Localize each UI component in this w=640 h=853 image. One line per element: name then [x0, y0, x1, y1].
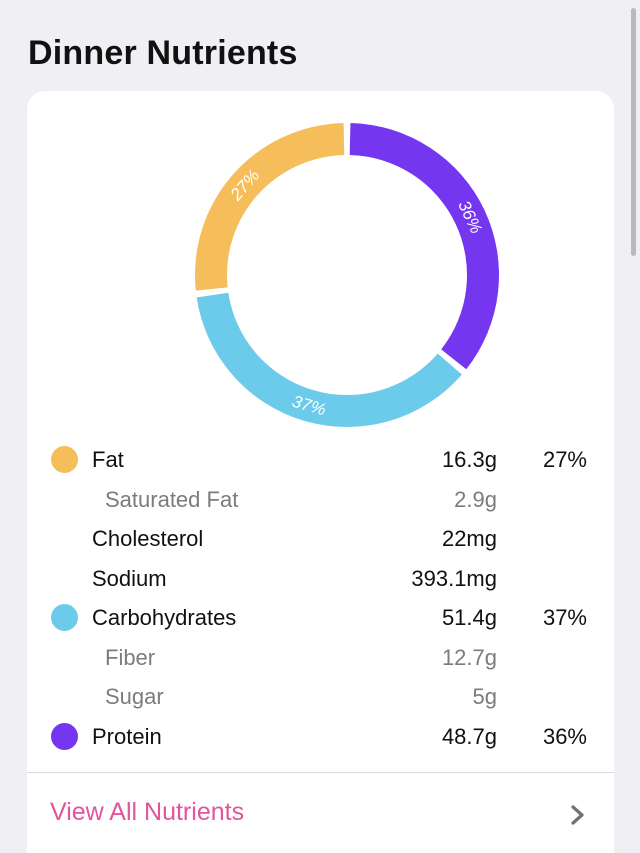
nutrient-color-dot	[51, 722, 78, 750]
nutrient-percent: 27%	[542, 447, 587, 472]
scrollbar[interactable]	[631, 8, 636, 256]
nutrient-amount: 5g	[472, 684, 497, 709]
nutrient-amount: 16.3g	[441, 447, 497, 472]
nutrient-percent: 36%	[542, 723, 587, 749]
nutrient-name: Protein	[92, 723, 162, 749]
nutrient-donut-chart: 36%37%27%	[195, 123, 499, 428]
nutrient-row: Carbohydrates 51.4g 37%	[27, 596, 614, 636]
nutrient-amount: 393.1mg	[411, 565, 497, 591]
nutrient-name: Sugar	[105, 684, 164, 709]
divider	[27, 772, 614, 773]
nutrient-row: Cholesterol 22mg	[27, 517, 614, 557]
nutrient-amount: 22mg	[441, 526, 497, 551]
nutrient-row: Sodium 393.1mg	[27, 557, 614, 597]
nutrient-amount: 48.7g	[441, 723, 497, 749]
view-all-nutrients-label: View All Nutrients	[50, 798, 245, 826]
nutrient-name: Fiber	[105, 644, 156, 670]
nutrient-row: Fiber 12.7g	[27, 636, 614, 676]
nutrient-row: Protein 48.7g 36%	[27, 715, 614, 755]
nutrient-color-dot	[51, 604, 78, 631]
nutrient-name: Carbohydrates	[92, 605, 237, 630]
nutrient-name: Saturated Fat	[105, 486, 239, 512]
nutrient-name: Sodium	[92, 565, 167, 591]
nutrient-amount: 51.4g	[441, 605, 497, 630]
donut-slice-protein	[349, 123, 499, 370]
nutrient-row: Sugar 5g	[27, 675, 614, 715]
nutrient-percent: 37%	[542, 605, 587, 630]
nutrient-list: Fat 16.3g 27% Saturated Fat 2.9g Cholesterol 2…	[27, 438, 614, 754]
nutrient-row: Saturated Fat 2.9g	[27, 478, 614, 518]
nutrients-card: 36% 37% 27% Fat 16.3g 27% Saturated Fat 2.9g Ch…	[27, 91, 614, 853]
view-all-nutrients-button[interactable]: View All Nutrients	[27, 773, 614, 853]
nutrient-name: Fat	[92, 447, 124, 472]
nutrient-amount: 2.9g	[454, 486, 497, 512]
nutrient-name: Cholesterol	[92, 526, 204, 551]
nutrient-color-dot	[51, 446, 78, 473]
chevron-right-icon	[571, 805, 584, 825]
nutrient-row: Fat 16.3g 27%	[27, 438, 614, 478]
donut-slice-fat	[195, 123, 345, 291]
section-title: Dinner Nutrients	[28, 34, 298, 72]
donut-slice-carbohydrates	[196, 292, 462, 428]
nutrient-amount: 12.7g	[441, 644, 497, 670]
